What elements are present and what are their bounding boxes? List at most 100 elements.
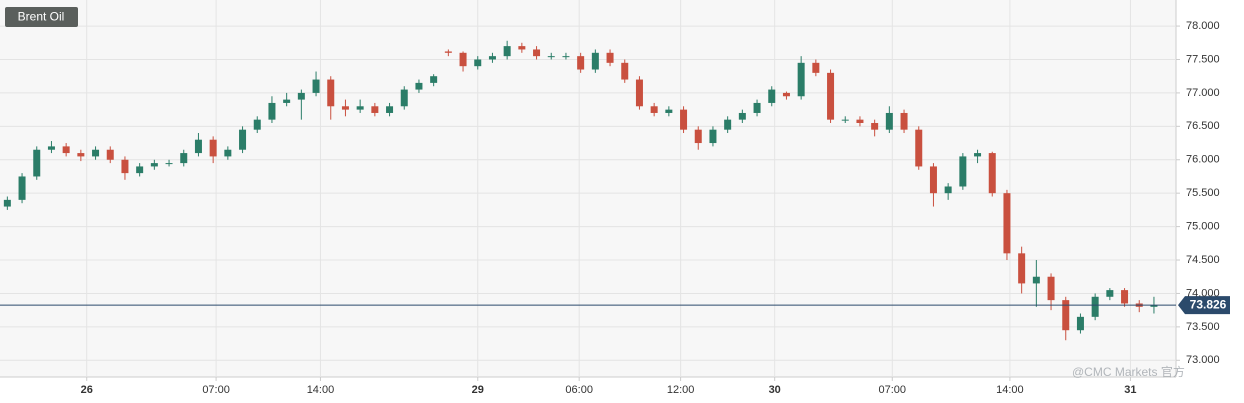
candle-body — [959, 156, 967, 187]
y-tick-label: 73.500 — [1186, 321, 1220, 333]
candle-body — [415, 82, 423, 90]
candle-body — [503, 46, 511, 57]
candle-body — [224, 149, 232, 157]
candle-body — [533, 49, 541, 57]
candle-body — [812, 62, 820, 73]
candle-body — [577, 56, 585, 70]
x-tick-label: 12:00 — [667, 384, 695, 396]
candle-body — [871, 122, 879, 130]
candle-body — [753, 102, 761, 113]
candle-body — [327, 79, 335, 107]
candle-body — [635, 79, 643, 107]
candle-body — [988, 153, 996, 194]
candle-body — [650, 106, 658, 113]
y-tick-label: 77.000 — [1186, 87, 1220, 99]
candle-body — [1121, 290, 1129, 304]
candle-body — [841, 119, 849, 121]
y-tick-label: 75.500 — [1186, 187, 1220, 199]
candle-body — [885, 112, 893, 130]
candle-body — [18, 176, 26, 200]
candle-body — [165, 163, 173, 165]
candle-body — [929, 166, 937, 194]
candle-body — [33, 149, 41, 177]
candle-body — [1047, 276, 1055, 301]
candle-body — [444, 51, 452, 53]
candle-body — [827, 72, 835, 120]
y-tick-label: 74.500 — [1186, 254, 1220, 266]
last-price-tag — [1178, 296, 1230, 315]
candle-body — [974, 153, 982, 157]
candle-body — [47, 146, 55, 150]
candle-body — [194, 139, 202, 154]
x-tick-label: 14:00 — [307, 384, 335, 396]
candle-body — [253, 119, 261, 130]
candle-body — [562, 56, 570, 58]
y-tick-label: 76.500 — [1186, 120, 1220, 132]
candle-body — [136, 166, 144, 174]
y-tick-label: 73.000 — [1186, 354, 1220, 366]
candle-body — [1076, 316, 1084, 331]
y-tick-label: 74.000 — [1186, 287, 1220, 299]
candle-body — [283, 99, 291, 103]
x-tick-label: 30 — [769, 384, 781, 396]
candle-body — [488, 56, 496, 60]
x-tick-label: 31 — [1124, 384, 1136, 396]
candle-body — [268, 102, 276, 120]
x-tick-label: 07:00 — [879, 384, 907, 396]
candle-body — [1106, 290, 1114, 297]
candle-body — [430, 76, 438, 83]
y-tick-label: 75.000 — [1186, 221, 1220, 233]
candle-body — [738, 112, 746, 120]
y-tick-label: 78.000 — [1186, 20, 1220, 32]
last-price-label: 73.826 — [1190, 298, 1227, 312]
candle-body — [1003, 193, 1011, 254]
x-tick-label: 26 — [81, 384, 93, 396]
candle-body — [341, 106, 349, 110]
x-tick-label: 07:00 — [202, 384, 230, 396]
candle-body — [1091, 296, 1099, 317]
candle-body — [386, 106, 394, 113]
candle-body — [724, 119, 732, 130]
candle-body — [606, 52, 614, 63]
candle-body — [591, 52, 599, 70]
candle-body — [106, 149, 114, 160]
x-tick-label: 29 — [472, 384, 484, 396]
candle-body — [547, 56, 555, 58]
candle-body — [400, 89, 408, 107]
title-box — [5, 7, 78, 27]
candle-body — [459, 52, 467, 67]
watermark: @CMC Markets 官方 — [1072, 364, 1185, 379]
y-tick-label: 77.500 — [1186, 53, 1220, 65]
plot-area — [0, 0, 1176, 377]
candle-body — [77, 153, 85, 157]
candle-body — [150, 163, 158, 167]
candle-body — [856, 119, 864, 123]
candle-body — [1150, 305, 1158, 307]
candle-body — [665, 109, 673, 113]
candle-body — [3, 199, 11, 207]
candle-body — [1062, 300, 1070, 331]
candle-body — [297, 92, 305, 100]
candle-body — [900, 112, 908, 130]
x-tick-label: 06:00 — [565, 384, 593, 396]
candle-body — [121, 159, 129, 174]
candle-body — [915, 129, 923, 167]
candle-body — [680, 109, 688, 130]
candle-body — [1032, 276, 1040, 284]
candle-body — [621, 62, 629, 80]
candle-body — [694, 129, 702, 144]
candle-body — [312, 79, 320, 93]
candle-body — [239, 129, 247, 150]
x-tick-label: 14:00 — [996, 384, 1024, 396]
y-tick-label: 76.000 — [1186, 154, 1220, 166]
candle-body — [782, 92, 790, 97]
candle-body — [180, 153, 188, 164]
candle-body — [62, 146, 70, 154]
candle-body — [356, 106, 364, 110]
candle-body — [474, 59, 482, 67]
candle-body — [92, 149, 100, 157]
candle-body — [768, 89, 776, 103]
candle-body — [371, 106, 379, 113]
candle-body — [518, 46, 526, 50]
